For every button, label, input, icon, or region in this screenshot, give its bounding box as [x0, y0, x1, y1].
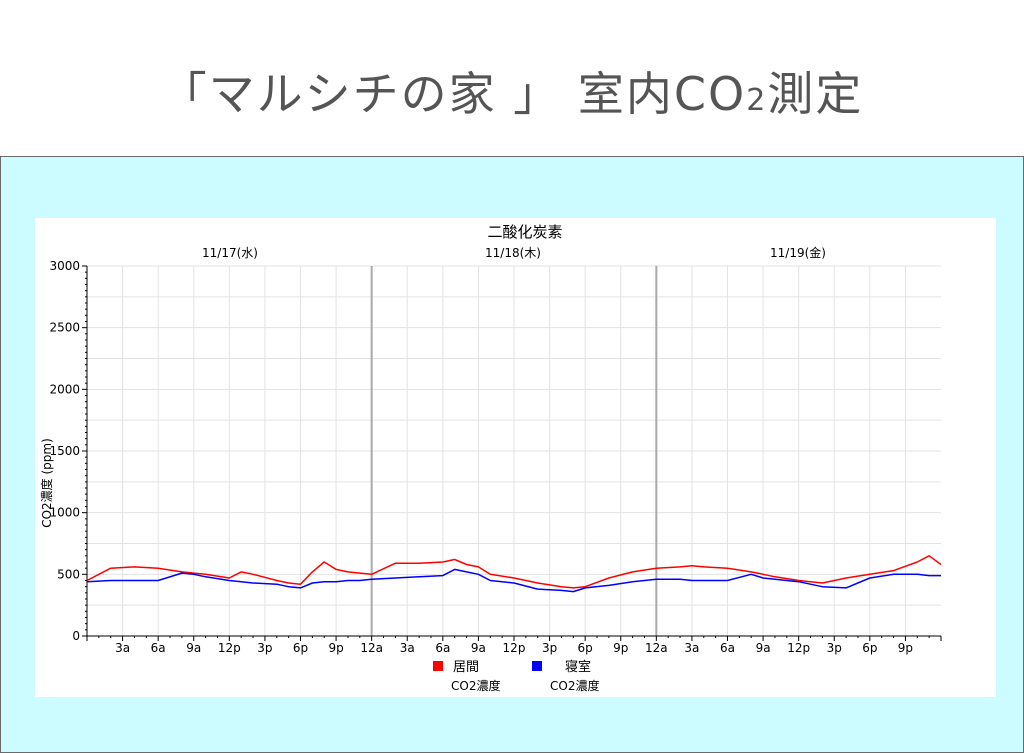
x-tick-label: 6p [862, 641, 877, 655]
series-line-living [86, 555, 942, 589]
day-label-1: 11/17(水) [202, 246, 258, 260]
chart-title: 二酸化炭素 [487, 223, 562, 241]
slide-title-subscript: 2 [746, 83, 768, 118]
day-label-3: 11/19(金) [770, 245, 826, 260]
series-line-bedroom [86, 568, 941, 593]
x-tick-label: 3a [400, 641, 415, 655]
x-tick-label: 12p [787, 641, 810, 655]
x-tick-label: 9p [613, 641, 628, 655]
day-label-2: 11/18(木) [485, 246, 541, 260]
x-tick-label: 3p [257, 641, 272, 655]
x-tick-label: 6p [293, 641, 308, 655]
legend-sublabel-living: CO2濃度 [451, 678, 500, 693]
x-tick-label: 3a [115, 641, 130, 655]
legend-label-living: 居間 [453, 660, 479, 675]
y-tick-label: 0 [72, 629, 80, 643]
grid [87, 265, 941, 636]
x-tick-label: 6p [578, 641, 593, 655]
y-tick-label: 1500 [49, 444, 80, 458]
x-tick-label: 3a [684, 641, 699, 655]
y-tick-label: 2000 [49, 382, 80, 396]
x-tick-label: 9p [898, 641, 913, 655]
x-tick-label: 6a [435, 641, 450, 655]
x-tick-label: 12p [503, 641, 526, 655]
legend-label-bedroom: 寝室 [565, 659, 591, 675]
slide-title: 「マルシチの家 」 室内CO2測定 [0, 58, 1024, 124]
x-tick-label: 6a [151, 641, 166, 655]
slide-title-main: 「マルシチの家 」 室内CO [160, 67, 747, 121]
legend-sublabel-bedroom: CO2濃度 [550, 678, 599, 693]
y-axis-label: CO2濃度 (ppm) [39, 438, 54, 528]
y-tick-label: 500 [57, 567, 80, 581]
legend-swatch-living [433, 661, 443, 671]
x-tick-label: 3p [827, 641, 842, 655]
x-tick-label: 9a [186, 641, 201, 655]
x-tick-label: 12a [360, 641, 383, 655]
x-tick-label: 9p [328, 641, 343, 655]
co2-line-chart: 二酸化炭素 11/17(水) 11/18(木) 11/19(金) CO2濃度 (… [39, 223, 942, 693]
x-tick-label: 3p [542, 641, 557, 655]
axes: 0 500 1000 1500 2000 2500 3000 3a 6a 9a 12p 3p 6p 9p 1… [49, 259, 942, 655]
x-tick-label: 12a [645, 641, 668, 655]
chart-container: 二酸化炭素 11/17(水) 11/18(木) 11/19(金) CO2濃度 (… [35, 218, 996, 697]
y-tick-label: 2500 [49, 321, 80, 335]
x-tick-label: 9a [471, 641, 486, 655]
x-tick-label: 12p [218, 641, 241, 655]
legend-swatch-bedroom [532, 661, 542, 671]
legend: 居間 CO2濃度 寝室 CO2濃度 [433, 659, 599, 693]
series-lines [86, 555, 942, 593]
y-tick-label: 3000 [49, 259, 80, 273]
chart-panel: 二酸化炭素 11/17(水) 11/18(木) 11/19(金) CO2濃度 (… [0, 156, 1024, 753]
slide-title-tail: 測定 [767, 67, 864, 121]
x-tick-label: 6a [720, 641, 735, 655]
y-tick-label: 1000 [49, 506, 80, 520]
x-tick-label: 9a [756, 641, 771, 655]
